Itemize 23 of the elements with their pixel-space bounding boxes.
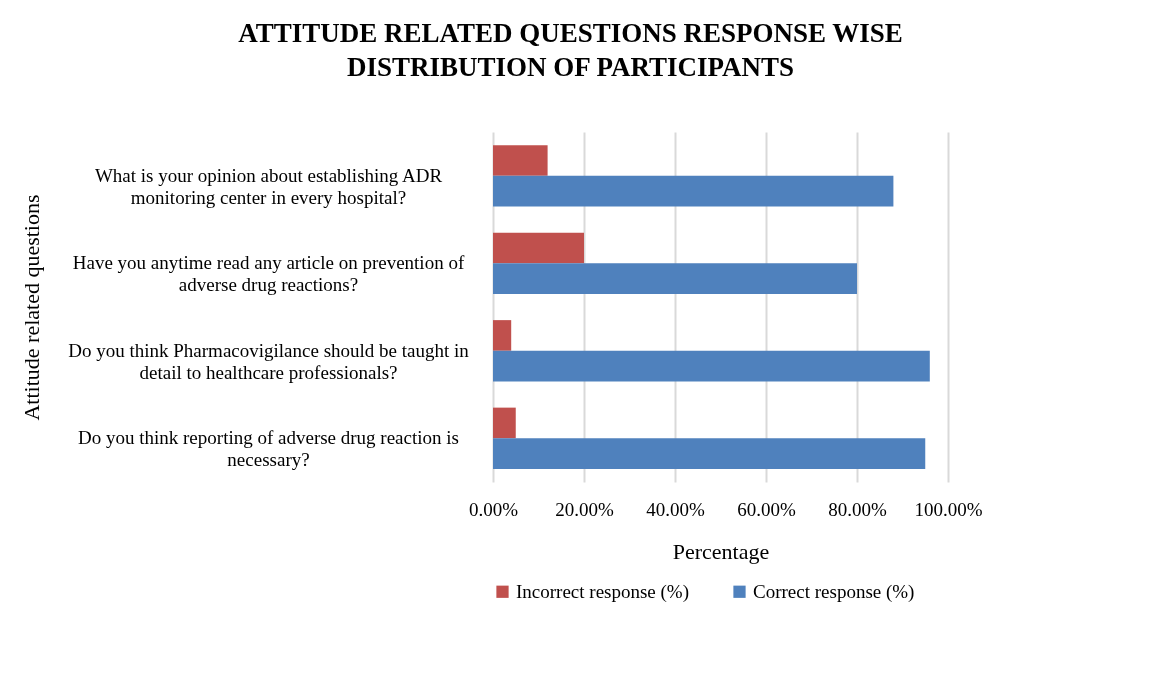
y-tick-label: What is your opinion about establishing ADR monitoring center in every hospital?: [94, 164, 443, 208]
x-tick-label: 40.00%: [646, 498, 705, 520]
y-tick-label: Have you anytime read any article on prevention of adverse drug reactions?: [72, 252, 465, 296]
x-tick-label: 60.00%: [737, 498, 796, 520]
bar: [493, 407, 516, 439]
bar: [493, 320, 512, 351]
y-tick-label: Do you think reporting of adverse drug reaction is necessary?: [78, 427, 459, 471]
bar: [493, 438, 926, 469]
bar: [493, 263, 857, 294]
x-tick-label: 100.00%: [914, 498, 983, 520]
bar: [493, 175, 894, 207]
bar: [493, 232, 584, 264]
chart-title: ATTITUDE RELATED QUESTIONS RESPONSE WISE DISTRIBUTION OF PARTICIPANTS: [238, 18, 903, 82]
legend-label: Incorrect response (%): [516, 580, 690, 603]
x-axis-title: Percentage: [672, 538, 770, 564]
bar: [493, 145, 548, 176]
bar: [493, 350, 930, 382]
x-tick-label: 80.00%: [828, 498, 887, 520]
x-tick-label: 20.00%: [555, 498, 614, 520]
y-tick-label: Do you think Pharmacovigilance should be taught in detail to healthcare professionals?: [68, 339, 470, 383]
y-axis-title: Attitude related questions: [18, 194, 44, 421]
x-tick-label: 0.00%: [468, 498, 519, 520]
legend-label: Correct response (%): [753, 580, 915, 603]
